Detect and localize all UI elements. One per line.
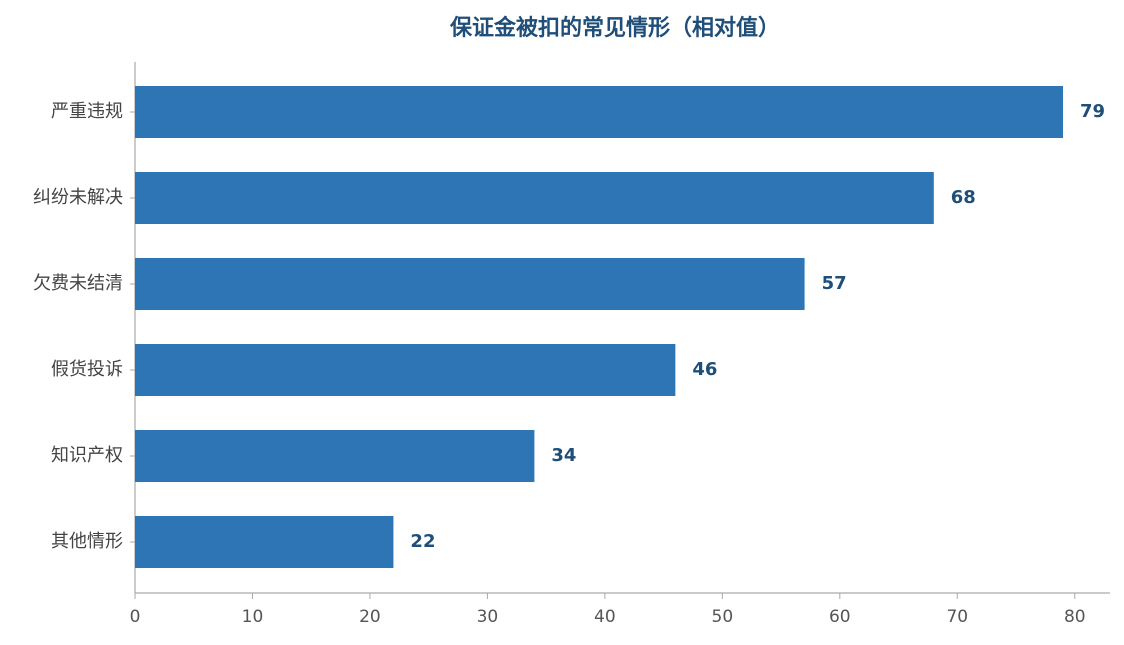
x-tick-label: 40 bbox=[594, 607, 616, 627]
x-tick-label: 60 bbox=[829, 607, 851, 627]
x-tick-label: 0 bbox=[130, 607, 141, 627]
y-tick-label: 知识产权 bbox=[51, 445, 123, 466]
value-label: 68 bbox=[951, 187, 976, 208]
y-tick-label: 其他情形 bbox=[51, 531, 123, 552]
x-tick-label: 20 bbox=[359, 607, 381, 627]
x-tick-label: 30 bbox=[477, 607, 499, 627]
bar bbox=[135, 516, 394, 568]
y-tick-label: 严重违规 bbox=[51, 101, 123, 122]
value-label: 79 bbox=[1080, 101, 1105, 122]
y-tick-label: 欠费未结清 bbox=[33, 273, 123, 294]
x-tick-label: 70 bbox=[946, 607, 968, 627]
y-tick-label: 纠纷未解决 bbox=[33, 187, 123, 208]
bar bbox=[135, 172, 934, 224]
value-label: 46 bbox=[692, 359, 717, 380]
bar bbox=[135, 258, 805, 310]
x-tick-label: 10 bbox=[242, 607, 264, 627]
bar bbox=[135, 86, 1064, 138]
x-tick-label: 50 bbox=[712, 607, 734, 627]
bar bbox=[135, 344, 676, 396]
value-label: 34 bbox=[551, 445, 576, 466]
bar bbox=[135, 430, 535, 482]
chart-title: 保证金被扣的常见情形（相对值） bbox=[449, 15, 780, 41]
value-label: 57 bbox=[822, 273, 847, 294]
y-tick-label: 假货投诉 bbox=[51, 359, 123, 380]
value-label: 22 bbox=[410, 531, 435, 552]
x-tick-label: 80 bbox=[1064, 607, 1086, 627]
